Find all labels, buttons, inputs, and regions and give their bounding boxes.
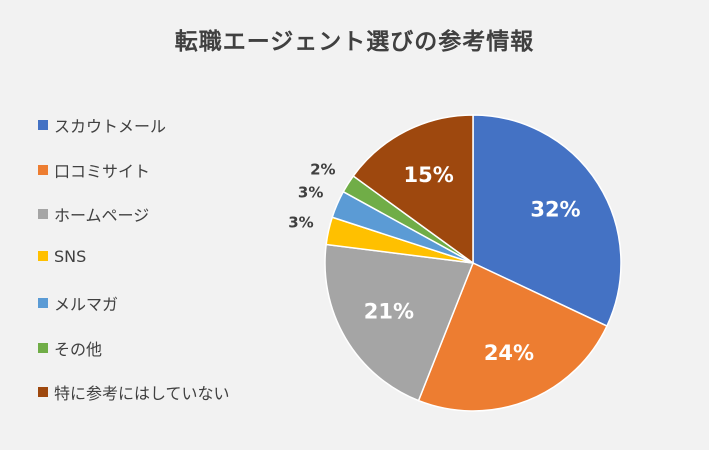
data-label: 2%: [310, 161, 335, 179]
legend-swatch: [38, 298, 48, 308]
data-label: 32%: [530, 198, 580, 222]
data-label: 3%: [288, 213, 313, 231]
pie-slice: [417, 261, 608, 412]
legend-label: 口コミサイト: [54, 161, 151, 181]
legend-label: その他: [54, 339, 103, 359]
legend-label: メルマガ: [54, 295, 119, 314]
legend-item: スカウトメール: [38, 113, 166, 137]
legend-swatch: [38, 342, 48, 353]
legend-label: スカウトメール: [54, 117, 167, 136]
legend-item: ホームページ: [38, 202, 149, 226]
legend-swatch: [38, 387, 48, 397]
legend-label: ホームページ: [54, 206, 150, 225]
legend-swatch: [38, 251, 48, 261]
data-label: 21%: [364, 300, 414, 324]
legend-label: 特に参考にはしていない: [54, 384, 230, 403]
data-label: 3%: [298, 184, 323, 202]
legend-swatch: [38, 164, 48, 175]
legend-item: メルマガ: [38, 291, 118, 315]
legend-item: 特に参考にはしていない: [38, 380, 230, 404]
legend-label: SNS: [54, 246, 87, 266]
data-label: 24%: [484, 341, 534, 365]
legend-swatch: [38, 209, 48, 219]
data-label: 15%: [404, 163, 454, 187]
legend-item: SNS: [38, 247, 86, 266]
pie-slice: [352, 114, 474, 265]
pie-slice: [472, 114, 622, 328]
pie-slice: [324, 243, 475, 402]
chart-title: 転職エージェント選びの参考情報: [174, 29, 535, 55]
legend-swatch: [38, 120, 48, 130]
legend-item: 口コミサイト: [38, 158, 150, 182]
legend-item: その他: [38, 336, 102, 360]
